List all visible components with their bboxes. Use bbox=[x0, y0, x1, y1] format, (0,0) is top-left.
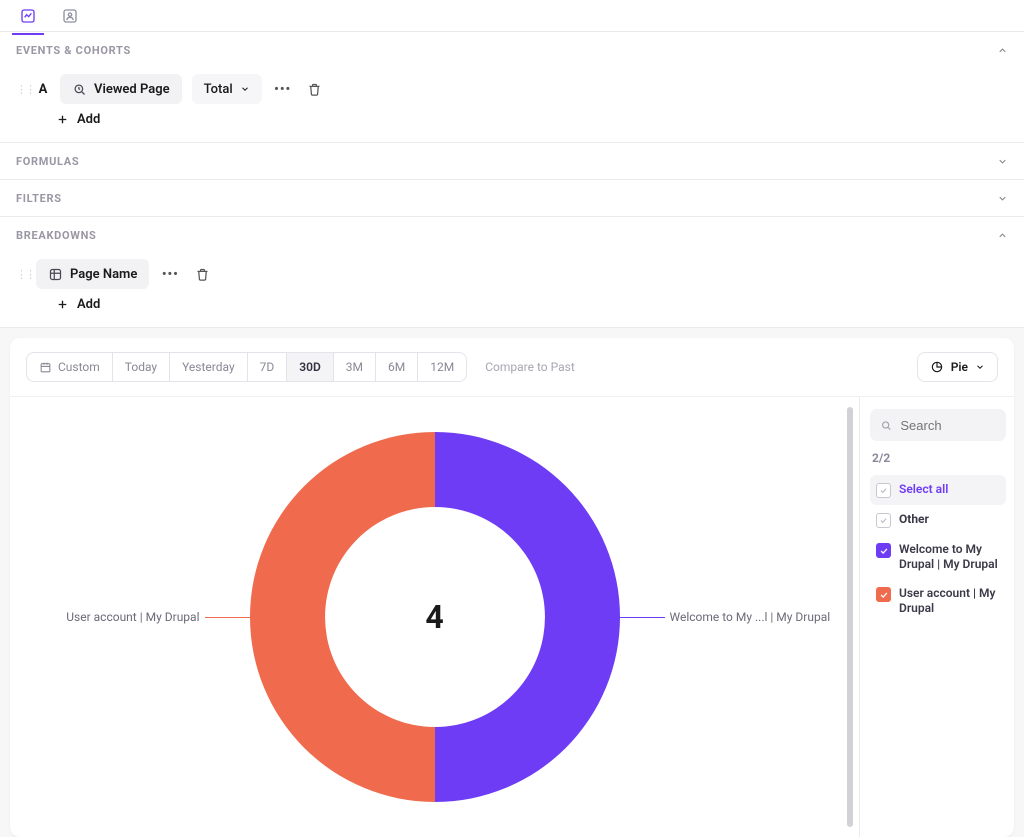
chevron-down-icon bbox=[997, 193, 1008, 204]
chevron-down-icon bbox=[997, 156, 1008, 167]
legend-search-input[interactable] bbox=[900, 418, 996, 433]
drag-handle-icon[interactable]: ⋮⋮ bbox=[16, 268, 26, 281]
scrollbar[interactable] bbox=[847, 407, 853, 827]
legend-item-label: Welcome to My Drupal | My Drupal bbox=[899, 542, 1000, 572]
checkbox-icon bbox=[876, 483, 891, 498]
range-today[interactable]: Today bbox=[113, 353, 170, 381]
property-name: Page Name bbox=[70, 267, 137, 282]
delete-button[interactable] bbox=[304, 78, 326, 100]
legend-search[interactable] bbox=[870, 409, 1006, 441]
date-range-selector: CustomTodayYesterday7D30D3M6M12M bbox=[26, 352, 467, 382]
panel-title: BREAKDOWNS bbox=[16, 229, 997, 242]
chart-area: 4 Welcome to My ...l | My Drupal User ac… bbox=[10, 397, 859, 837]
property-chip[interactable]: Page Name bbox=[36, 259, 149, 289]
select-all-label: Select all bbox=[899, 482, 948, 497]
property-icon bbox=[48, 267, 63, 282]
slice-label-left: User account | My Drupal bbox=[66, 610, 199, 624]
add-breakdown-button[interactable]: Add bbox=[56, 297, 100, 312]
event-name: Viewed Page bbox=[94, 82, 170, 97]
leader-line bbox=[620, 617, 665, 618]
checkbox-icon bbox=[876, 543, 891, 558]
search-icon bbox=[880, 418, 892, 433]
tab-users[interactable] bbox=[58, 4, 82, 28]
panel-header-events[interactable]: EVENTS & COHORTS bbox=[0, 32, 1024, 68]
add-event-button[interactable]: Add bbox=[56, 112, 100, 127]
range-30d[interactable]: 30D bbox=[287, 353, 334, 381]
other-label: Other bbox=[899, 512, 929, 527]
delete-button[interactable] bbox=[191, 263, 213, 285]
legend-count: 2/2 bbox=[870, 451, 1006, 465]
panel-header-formulas[interactable]: FORMULAS bbox=[0, 143, 1024, 179]
event-row: ⋮⋮ A Viewed Page Total ••• bbox=[16, 72, 1008, 106]
measure-chip[interactable]: Total bbox=[192, 74, 262, 104]
panel-filters: FILTERS bbox=[0, 180, 1024, 217]
compare-to-past[interactable]: Compare to Past bbox=[475, 354, 585, 380]
visualization-selector[interactable]: Pie bbox=[917, 352, 998, 382]
chart-center-value: 4 bbox=[250, 432, 620, 802]
legend-other[interactable]: Other bbox=[870, 505, 1006, 535]
range-12m[interactable]: 12M bbox=[418, 353, 466, 381]
measure-label: Total bbox=[204, 82, 233, 97]
legend-item[interactable]: Welcome to My Drupal | My Drupal bbox=[870, 535, 1006, 579]
range-3m[interactable]: 3M bbox=[334, 353, 376, 381]
chevron-up-icon bbox=[997, 45, 1008, 56]
checkbox-icon bbox=[876, 513, 891, 528]
vis-label: Pie bbox=[951, 360, 968, 374]
range-6m[interactable]: 6M bbox=[376, 353, 418, 381]
plus-icon bbox=[56, 298, 69, 311]
event-chip[interactable]: Viewed Page bbox=[60, 74, 182, 104]
legend-item[interactable]: User account | My Drupal bbox=[870, 579, 1006, 623]
mode-tabs bbox=[0, 0, 1024, 32]
add-label: Add bbox=[77, 297, 100, 312]
results-card: CustomTodayYesterday7D30D3M6M12M Compare… bbox=[10, 338, 1014, 837]
tab-insights[interactable] bbox=[16, 4, 40, 28]
panel-header-filters[interactable]: FILTERS bbox=[0, 180, 1024, 216]
chevron-up-icon bbox=[997, 230, 1008, 241]
panel-title: FILTERS bbox=[16, 192, 997, 205]
more-menu[interactable]: ••• bbox=[159, 263, 181, 285]
slice-label-right: Welcome to My ...l | My Drupal bbox=[670, 610, 831, 624]
drag-handle-icon[interactable]: ⋮⋮ bbox=[16, 83, 26, 96]
checkbox-icon bbox=[876, 587, 891, 602]
panel-header-breakdowns[interactable]: BREAKDOWNS bbox=[0, 217, 1024, 253]
panel-formulas: FORMULAS bbox=[0, 143, 1024, 180]
range-custom[interactable]: Custom bbox=[27, 353, 113, 381]
range-7d[interactable]: 7D bbox=[248, 353, 288, 381]
chevron-down-icon bbox=[975, 362, 985, 372]
leader-line bbox=[205, 617, 250, 618]
chevron-down-icon bbox=[240, 84, 250, 94]
legend-panel: 2/2 Select all Other Welcome to bbox=[859, 397, 1014, 837]
legend-select-all[interactable]: Select all bbox=[870, 475, 1006, 505]
legend-list: Select all Other Welcome to My Drupal | … bbox=[870, 475, 1006, 623]
panel-events-cohorts: EVENTS & COHORTS ⋮⋮ A Viewed Page Total bbox=[0, 32, 1024, 143]
plus-icon bbox=[56, 113, 69, 126]
event-icon bbox=[72, 82, 87, 97]
results-toolbar: CustomTodayYesterday7D30D3M6M12M Compare… bbox=[10, 338, 1014, 397]
panel-title: EVENTS & COHORTS bbox=[16, 44, 997, 57]
more-menu[interactable]: ••• bbox=[272, 78, 294, 100]
series-letter: A bbox=[36, 82, 50, 97]
breakdown-row: ⋮⋮ Page Name ••• bbox=[16, 257, 1008, 291]
pie-icon bbox=[930, 360, 944, 374]
legend-item-label: User account | My Drupal bbox=[899, 586, 1000, 616]
donut-chart: 4 Welcome to My ...l | My Drupal User ac… bbox=[250, 432, 620, 802]
panel-breakdowns: BREAKDOWNS ⋮⋮ Page Name ••• bbox=[0, 217, 1024, 328]
panel-title: FORMULAS bbox=[16, 155, 997, 168]
range-yesterday[interactable]: Yesterday bbox=[170, 353, 248, 381]
add-label: Add bbox=[77, 112, 100, 127]
